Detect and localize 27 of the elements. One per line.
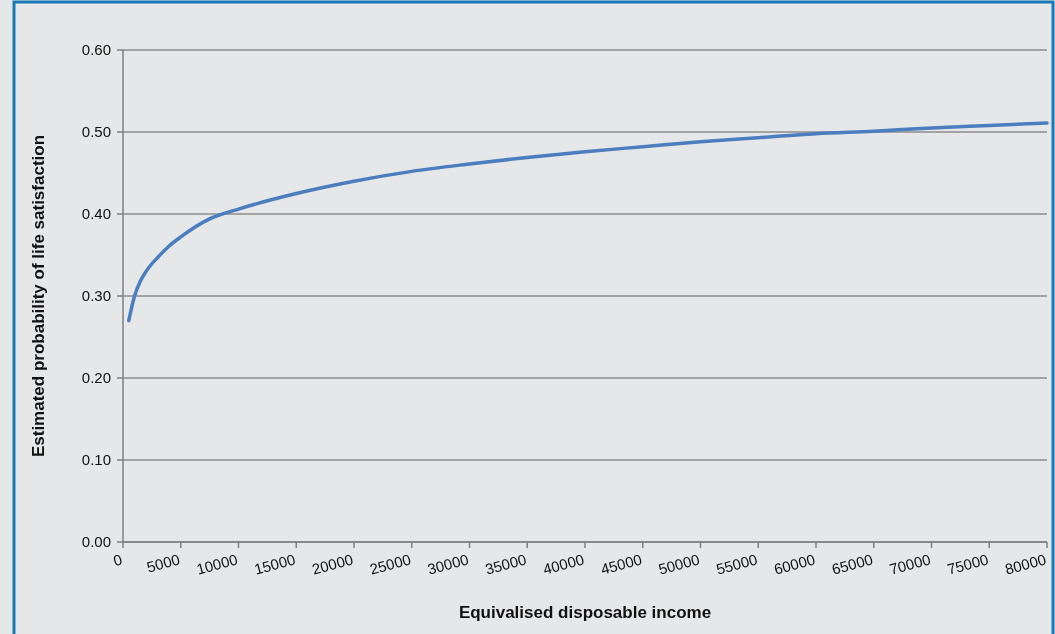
x-tick-label: 15000 (252, 550, 298, 578)
x-tick-label: 55000 (714, 550, 760, 578)
x-tick-label: 80000 (1003, 550, 1048, 578)
x-tick-label: 45000 (598, 550, 644, 578)
x-tick-label: 30000 (425, 550, 471, 578)
x-tick-label: 75000 (945, 550, 991, 578)
x-tick-label: 65000 (829, 550, 875, 578)
y-tick-label: 0.60 (81, 41, 111, 59)
x-axis-title: Equivalised disposable income (458, 603, 712, 622)
x-tick-label: 50000 (656, 550, 702, 578)
x-tick-label: 70000 (887, 550, 933, 578)
y-tick-label: 0.40 (81, 205, 111, 223)
y-tick-label: 0.30 (81, 287, 111, 305)
y-axis-title: Estimated probability of life satisfaction (29, 134, 48, 458)
y-tick-label: 0.10 (81, 451, 111, 469)
x-tick-label: 20000 (310, 550, 355, 578)
y-tick-label: 0.20 (81, 369, 111, 387)
line-series (127, 121, 1049, 323)
x-tick-label: 40000 (541, 550, 586, 578)
x-tick-label: 25000 (367, 550, 413, 578)
x-tick-label: 10000 (194, 550, 240, 578)
x-tick-label: 35000 (483, 550, 529, 578)
x-tick-label: 60000 (772, 550, 817, 578)
x-tick-label: 0 (111, 550, 124, 570)
y-tick-label: 0.50 (81, 123, 111, 141)
y-tick-label: 0.00 (81, 533, 111, 551)
x-tick-label: 5000 (144, 550, 182, 576)
